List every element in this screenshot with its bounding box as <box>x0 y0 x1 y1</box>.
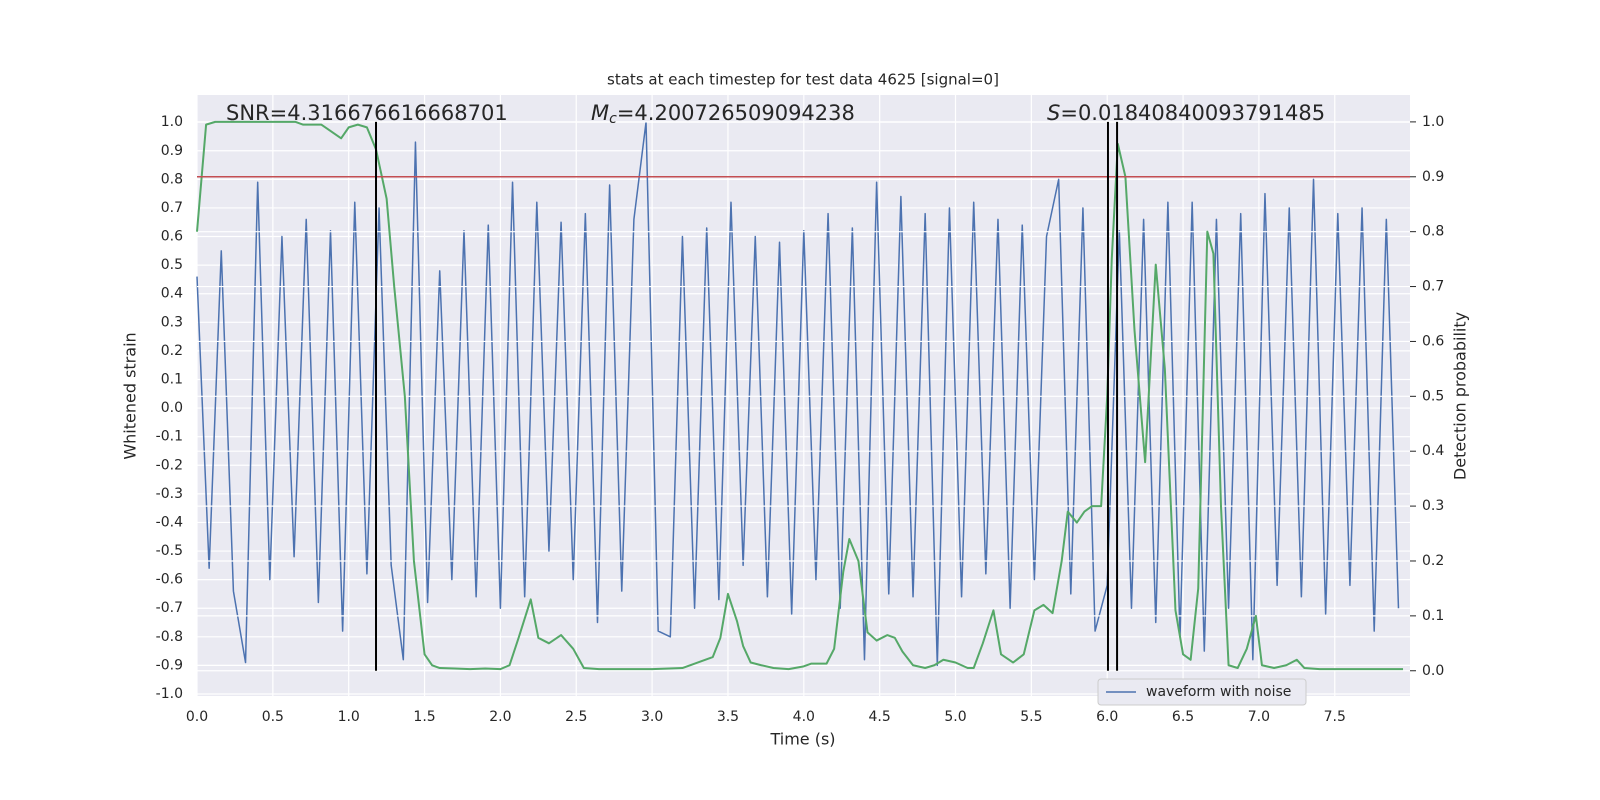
legend: waveform with noise <box>1097 678 1307 706</box>
y-tick-label: -0.5 <box>156 543 183 559</box>
y2-tick-label: 0.2 <box>1422 553 1444 569</box>
y-tick-label: 1.0 <box>161 114 183 130</box>
y-tick-label: -0.8 <box>156 629 183 645</box>
legend-label: waveform with noise <box>1146 684 1291 700</box>
y-tick-label: 0.9 <box>161 143 183 159</box>
y-tick-label: 0.0 <box>161 400 183 416</box>
y2-tick-label: 0.9 <box>1422 169 1444 185</box>
x-tick-label: 6.0 <box>1096 709 1118 725</box>
y-tick-label: -0.1 <box>156 429 183 445</box>
y-tick-label: -1.0 <box>156 686 183 702</box>
mc-subscript: c <box>609 111 617 127</box>
y-tick-label: 0.8 <box>161 171 183 187</box>
y-tick-label: 0.1 <box>161 371 183 387</box>
x-tick-label: 0.0 <box>186 709 208 725</box>
y2-tick-label: 0.8 <box>1422 224 1444 240</box>
mc-value: =4.200726509094238 <box>617 101 855 125</box>
mc-annotation: Mc=4.200726509094238 <box>591 101 855 127</box>
y2-tick-label: 0.6 <box>1422 333 1444 349</box>
y-tick-label: -0.7 <box>156 600 183 616</box>
y-tick-label: 0.5 <box>161 257 183 273</box>
overlay-layer <box>196 120 1410 671</box>
mc-symbol: M <box>591 101 609 125</box>
x-tick-label: 3.5 <box>717 709 739 725</box>
y2-tick-label: 0.5 <box>1422 388 1444 404</box>
y-tick-label: -0.9 <box>156 657 183 673</box>
snr-annotation: SNR=4.316676616668701 <box>226 101 508 125</box>
x-tick-label: 2.0 <box>489 709 511 725</box>
chart-title: stats at each timestep for test data 462… <box>607 71 999 89</box>
s-symbol: S <box>1047 101 1060 125</box>
legend-box <box>1097 678 1307 706</box>
y-tick-label: 0.4 <box>161 286 183 302</box>
y2-tick-label: 0.7 <box>1422 279 1444 295</box>
y2-tick-label: 0.0 <box>1422 663 1444 679</box>
y-tick-label: -0.3 <box>156 486 183 502</box>
y-axis-label: Whitened strain <box>121 332 140 459</box>
x-tick-label: 7.5 <box>1324 709 1346 725</box>
x-tick-label: 0.5 <box>262 709 284 725</box>
x-axis-label: Time (s) <box>769 730 835 749</box>
grid <box>196 95 1410 696</box>
x-tick-label: 4.5 <box>869 709 891 725</box>
x-tick-label: 3.0 <box>641 709 663 725</box>
waveform-layer <box>196 121 1400 667</box>
y-tick-label: -0.2 <box>156 457 183 473</box>
x-tick-label: 7.0 <box>1248 709 1270 725</box>
y-tick-label: -0.4 <box>156 514 183 530</box>
y2-tick-label: 0.3 <box>1422 498 1444 514</box>
y2-tick-label: 1.0 <box>1422 114 1444 130</box>
x-tick-label: 2.5 <box>565 709 587 725</box>
waveform-line <box>196 121 1400 667</box>
y-tick-label: 0.6 <box>161 229 183 245</box>
x-tick-label: 1.0 <box>338 709 360 725</box>
s-annotation: S=0.01840840093791485 <box>1047 101 1325 125</box>
y2-axis-label: Detection probability <box>1451 312 1470 480</box>
y-tick-label: 0.3 <box>161 314 183 330</box>
x-tick-label: 4.0 <box>793 709 815 725</box>
y2-tick-label: 0.1 <box>1422 608 1444 624</box>
y-tick-label: 0.7 <box>161 200 183 216</box>
probability-line <box>196 120 1404 671</box>
y2-tick-label: 0.4 <box>1422 443 1444 459</box>
x-tick-label: 5.0 <box>944 709 966 725</box>
x-tick-label: 1.5 <box>413 709 435 725</box>
y-tick-label: -0.6 <box>156 572 183 588</box>
x-tick-label: 5.5 <box>1020 709 1042 725</box>
y-tick-label: 0.2 <box>161 343 183 359</box>
s-value: =0.01840840093791485 <box>1060 101 1325 125</box>
x-tick-label: 6.5 <box>1172 709 1194 725</box>
